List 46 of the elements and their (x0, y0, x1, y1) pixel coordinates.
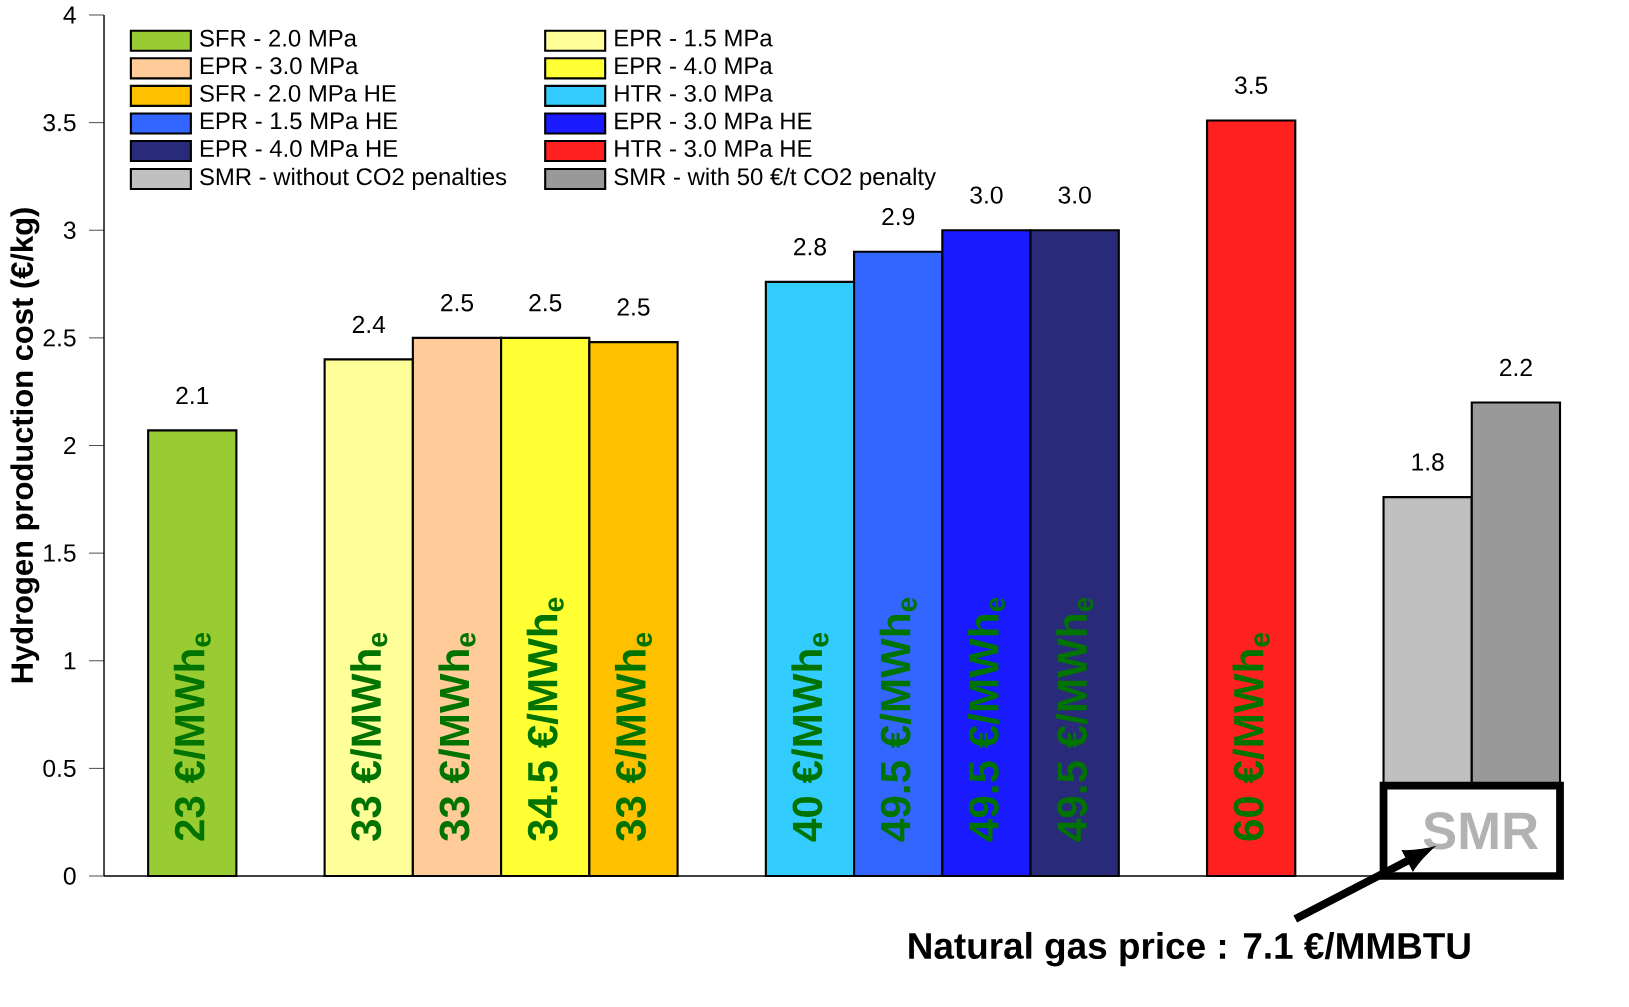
data-label: 2.8 (794, 238, 826, 256)
annotation: 33 €/MWh$_{e}$ (614, 632, 653, 842)
data-label: 2.2 (1500, 358, 1532, 376)
data-label: 2.1 (176, 386, 209, 404)
annotation: 33 €/MWh$_{e}$ (350, 632, 388, 842)
annotation: SMR (1423, 812, 1539, 850)
y-axis-title: Hydrogen production cost (€/kg) (10, 208, 40, 683)
annotation: 60 €/MWh$_{e}$ (1232, 632, 1270, 841)
legend-label: EPR - 3.0 MPa (200, 57, 359, 75)
y-tick-label: 1.5 (44, 544, 76, 562)
data-label: 2.5 (529, 294, 562, 312)
annotation: 49.5 €/MWh$_{e}$ (967, 597, 1006, 842)
legend-label: SMR - without CO2 penalties (200, 167, 507, 190)
legend-label: HTR - 3.0 MPa HE (615, 140, 812, 157)
data-label: 2.9 (882, 207, 915, 226)
legend-label: SFR - 2.0 MPa HE (200, 84, 396, 102)
annotation: 49.5 €/MWh$_{e}$ (1056, 597, 1094, 842)
y-tick-label: 2 (64, 436, 76, 455)
y-tick-label: 1 (64, 652, 76, 670)
legend-label: HTR - 3.0 MPa (615, 84, 773, 102)
y-tick-label: 0 (63, 867, 76, 885)
text: Natural gas price : 7.1 €/MMBTU (909, 931, 1470, 967)
y-tick-label: 4 (63, 6, 76, 24)
y-tick-label: 3.5 (43, 113, 76, 132)
legend-label: EPR - 3.0 MPa HE (615, 112, 812, 130)
legend-label: EPR - 4.0 MPa HE (200, 140, 398, 157)
y-tick-label: 0.5 (43, 759, 76, 778)
y-tick-label: 3 (63, 221, 76, 239)
annotation: 23 €/MWh$_{e}$ (173, 632, 211, 841)
annotation: 49.5 €/MWh$_{e}$ (879, 597, 917, 842)
annotation: 34.5 €/MWh$_{e}$ (526, 597, 564, 842)
legend-label: EPR - 1.5 MPa (615, 29, 773, 47)
y-tick-label: 2.5 (43, 329, 76, 347)
data-label: 2.4 (352, 315, 386, 333)
legend-label: SFR - 2.0 MPa (200, 29, 357, 47)
data-label: 2.5 (617, 298, 650, 316)
legend-label: SMR - with 50 €/t CO2 penalty (614, 167, 936, 190)
data-label: 1.8 (1412, 453, 1444, 471)
legend-label: EPR - 4.0 MPa (615, 57, 773, 75)
annotation: 33 €/MWh$_{e}$ (438, 632, 476, 842)
annotation: 40 €/MWh$_{e}$ (791, 632, 829, 842)
data-label: 3.0 (1058, 186, 1091, 204)
data-label: 3.5 (1235, 76, 1268, 94)
legend-label: EPR - 1.5 MPa HE (200, 112, 398, 130)
data-label: 3.0 (970, 186, 1003, 204)
data-label: 2.5 (441, 294, 474, 312)
